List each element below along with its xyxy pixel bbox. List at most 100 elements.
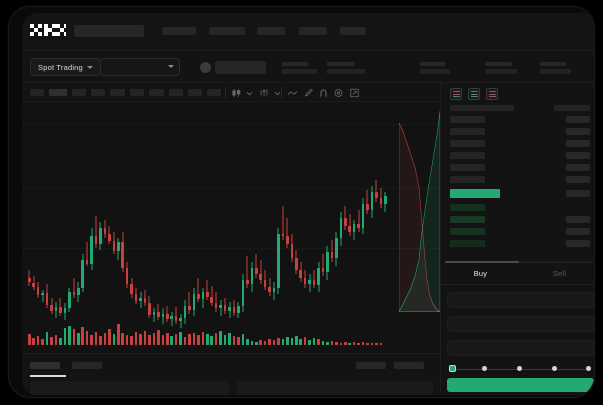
volume-bar [174, 334, 178, 345]
candle [312, 102, 316, 322]
timeframe-button-0[interactable] [30, 89, 44, 96]
orderbook-ask-price[interactable] [450, 128, 485, 135]
depth-ask-area [399, 122, 440, 312]
slider-handle[interactable] [449, 365, 456, 372]
volume-bar [103, 333, 107, 345]
orderbook-ask-size[interactable] [566, 176, 590, 183]
volume-bar [272, 340, 276, 345]
indicator-icon[interactable] [259, 88, 270, 98]
candlestick-type-icon[interactable] [231, 88, 242, 98]
orderbook-ask-size[interactable] [566, 152, 590, 159]
bottom-panel-left[interactable] [30, 381, 229, 395]
nav-item-5[interactable] [340, 27, 366, 35]
stat-value [282, 69, 317, 74]
fullscreen-icon[interactable] [349, 88, 360, 98]
tab-open-orders[interactable] [30, 362, 60, 369]
orderbook-bid-price[interactable] [450, 240, 485, 247]
slider-step-50[interactable] [517, 366, 522, 371]
line-tool-icon[interactable] [287, 88, 298, 98]
candle [36, 102, 40, 322]
candle [112, 102, 116, 322]
magnet-icon[interactable] [318, 88, 329, 98]
timeframe-button-5[interactable] [130, 89, 144, 96]
candle [174, 102, 178, 324]
candle [263, 102, 267, 322]
slider-step-100[interactable] [586, 366, 591, 371]
chevron-down-icon[interactable] [272, 88, 283, 98]
tab-order-history[interactable] [72, 362, 102, 369]
candle [361, 102, 365, 322]
candle [143, 102, 147, 322]
orderbook-bid-price[interactable] [450, 228, 485, 235]
buy-submit-button[interactable] [447, 378, 594, 392]
settings-gear-icon[interactable] [333, 88, 344, 98]
trade-form: Buy Sell [441, 266, 594, 395]
trading-pair-select[interactable] [100, 58, 180, 76]
orderbook-bid-size[interactable] [566, 240, 590, 247]
candle [121, 102, 125, 322]
bottom-action-1[interactable] [356, 362, 386, 369]
candle [326, 102, 329, 322]
orderbook-view-asks-icon[interactable] [486, 88, 498, 100]
orderbook-ask-size[interactable] [566, 116, 590, 123]
price-chart[interactable] [22, 102, 440, 353]
timeframe-button-4[interactable] [110, 89, 125, 96]
orderbook-ask-price[interactable] [450, 140, 485, 147]
orderbook-ask-size[interactable] [566, 128, 590, 135]
nav-item-2[interactable] [209, 27, 245, 35]
timeframe-button-9[interactable] [207, 89, 221, 96]
depth-bid-area [399, 111, 440, 312]
nav-item-4[interactable] [299, 27, 327, 35]
search-input[interactable] [74, 25, 144, 37]
orderbook-ask-price[interactable] [450, 164, 485, 171]
stat-value [420, 69, 450, 74]
timeframe-button-8[interactable] [188, 89, 202, 96]
orderbook-bid-price[interactable] [450, 204, 485, 211]
timeframe-button-3[interactable] [91, 89, 105, 96]
chevron-down-icon[interactable] [244, 88, 255, 98]
okx-logo-icon[interactable] [30, 24, 66, 36]
volume-bar [268, 339, 271, 345]
timeframe-button-2[interactable] [72, 89, 86, 96]
volume-bar [54, 335, 58, 345]
orderbook-bid-size[interactable] [566, 216, 590, 223]
timeframe-button-1[interactable] [49, 89, 67, 96]
orderbook-scrollbar[interactable] [445, 261, 519, 263]
orderbook-ask-price[interactable] [450, 176, 485, 183]
orderbook-bid-size[interactable] [566, 228, 590, 235]
amount-field[interactable] [447, 316, 594, 332]
orderbook-view-bids-icon[interactable] [468, 88, 480, 100]
nav-item-3[interactable] [257, 27, 285, 35]
pencil-icon[interactable] [303, 88, 314, 98]
orderbook-bid-price[interactable] [450, 216, 485, 223]
tab-buy[interactable]: Buy [473, 269, 488, 278]
volume-bar [76, 333, 80, 345]
slider-step-25[interactable] [482, 366, 487, 371]
volume-bar [161, 335, 165, 345]
orderbook-ask-size[interactable] [566, 140, 590, 147]
candle [375, 102, 378, 322]
market-type-selector[interactable]: Spot Trading [30, 58, 101, 76]
volume-bar [299, 339, 303, 345]
volume-bar [370, 343, 374, 345]
timeframe-button-6[interactable] [149, 89, 164, 96]
timeframe-button-7[interactable] [169, 89, 183, 96]
price-field[interactable] [447, 292, 594, 308]
orderbook-ask-price[interactable] [450, 152, 485, 159]
bottom-panel-right[interactable] [237, 381, 433, 395]
orderbook-ask-size[interactable] [566, 164, 590, 171]
tab-sell[interactable]: Sell [552, 269, 567, 278]
orderbook-ask-price[interactable] [450, 116, 485, 123]
orderbook-spread-row[interactable] [450, 189, 500, 198]
bottom-action-2[interactable] [394, 362, 424, 369]
candle [170, 102, 173, 326]
nav-item-1[interactable] [162, 27, 196, 35]
volume-bar [139, 334, 142, 345]
amount-slider[interactable] [449, 365, 593, 373]
slider-step-75[interactable] [552, 366, 557, 371]
total-field[interactable] [447, 340, 594, 356]
orderbook-view-both-icon[interactable] [450, 88, 462, 100]
candle [272, 102, 276, 322]
volume-bar [99, 336, 102, 345]
